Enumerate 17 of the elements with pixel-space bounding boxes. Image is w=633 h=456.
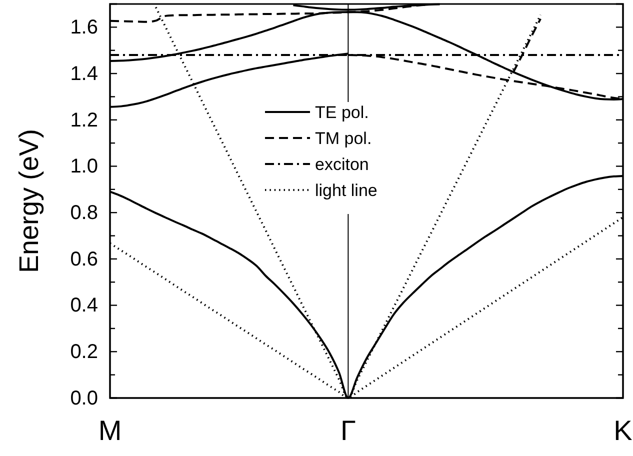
y-tick-label: 0.6 <box>70 248 98 270</box>
x-tick-label: K <box>614 414 633 446</box>
legend-label: light line <box>315 181 378 200</box>
x-tick-label: M <box>98 414 122 446</box>
y-tick-label: 1.0 <box>70 156 98 178</box>
y-tick-label: 0.0 <box>70 387 98 410</box>
y-tick-label: 0.2 <box>70 341 98 364</box>
y-tick-label: 1.2 <box>70 109 98 132</box>
y-tick-label: 1.4 <box>70 62 98 85</box>
legend-label: exciton <box>315 155 369 174</box>
legend-label: TE pol. <box>315 103 369 122</box>
x-tick-label: Γ <box>340 414 356 446</box>
legend-label: TM pol. <box>315 129 372 148</box>
y-tick-label: 0.8 <box>70 202 98 224</box>
y-tick-label: 0.4 <box>70 294 98 317</box>
y-axis-title: Energy (eV) <box>14 128 44 274</box>
y-tick-label: 1.6 <box>70 16 98 39</box>
